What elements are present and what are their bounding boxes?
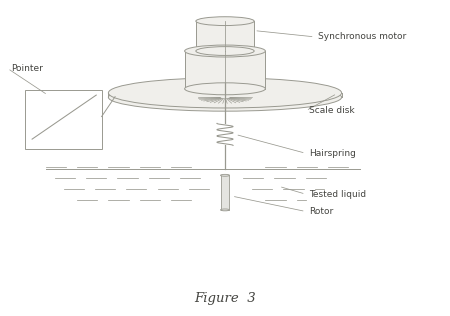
Ellipse shape bbox=[184, 45, 266, 57]
Text: Pointer: Pointer bbox=[11, 64, 43, 73]
Text: Figure  3: Figure 3 bbox=[194, 291, 256, 305]
Ellipse shape bbox=[108, 83, 342, 111]
Ellipse shape bbox=[220, 174, 230, 176]
Polygon shape bbox=[196, 21, 254, 51]
Ellipse shape bbox=[108, 78, 342, 108]
Polygon shape bbox=[220, 175, 230, 210]
Polygon shape bbox=[184, 51, 266, 89]
Text: Synchronous motor: Synchronous motor bbox=[318, 32, 406, 41]
Text: Rotor: Rotor bbox=[309, 207, 333, 216]
Text: Scale disk: Scale disk bbox=[309, 106, 355, 115]
Ellipse shape bbox=[220, 209, 230, 211]
Text: Tested liquid: Tested liquid bbox=[309, 190, 366, 199]
Ellipse shape bbox=[184, 83, 266, 95]
Ellipse shape bbox=[196, 17, 254, 26]
Ellipse shape bbox=[196, 47, 254, 55]
Text: Hairspring: Hairspring bbox=[309, 149, 356, 158]
